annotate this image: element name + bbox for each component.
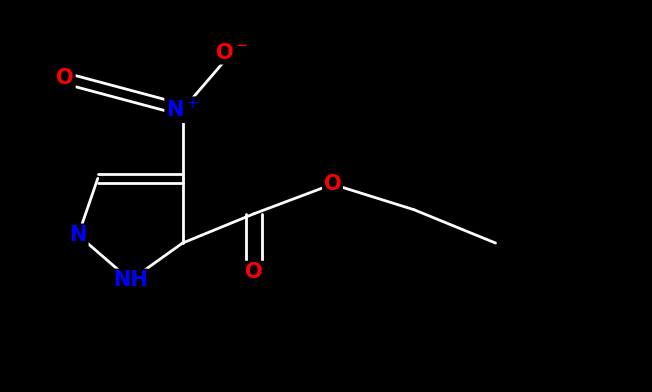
Text: NH: NH — [113, 270, 148, 290]
Text: N$^+$: N$^+$ — [166, 98, 199, 122]
Text: N: N — [70, 225, 87, 245]
Text: O: O — [56, 68, 74, 89]
Text: O: O — [323, 174, 342, 194]
Text: O: O — [245, 262, 263, 283]
Text: O$^-$: O$^-$ — [215, 43, 248, 63]
